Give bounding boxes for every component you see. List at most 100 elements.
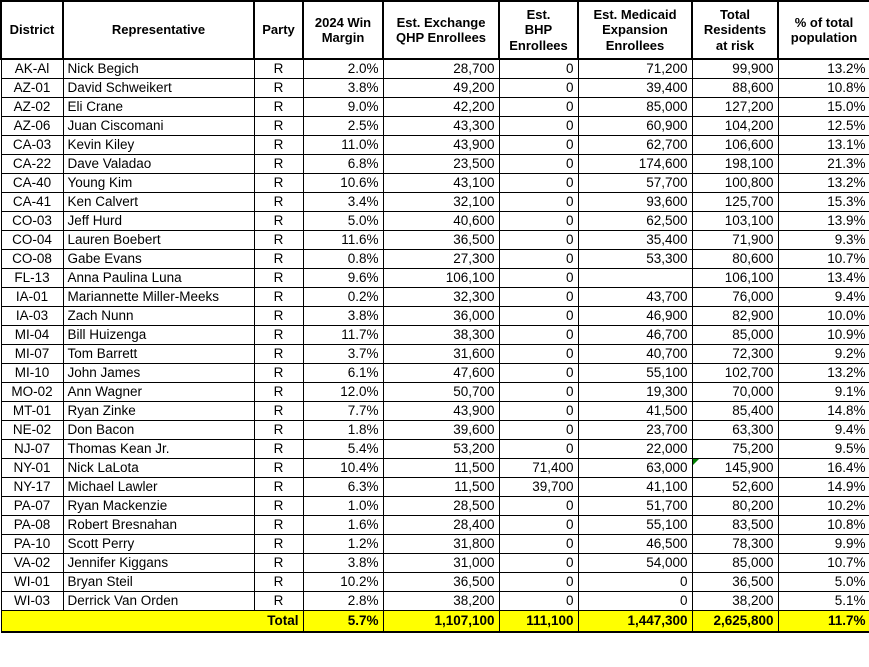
total-cell-win-margin[interactable]: 5.7% (302, 610, 384, 633)
cell-party[interactable]: R (253, 363, 304, 383)
cell-bhp-enrollees[interactable]: 0 (498, 230, 579, 250)
cell-bhp-enrollees[interactable]: 0 (498, 306, 579, 326)
cell-win-margin[interactable]: 10.6% (302, 173, 384, 193)
cell-total-residents-at-risk[interactable]: 103,100 (691, 211, 779, 231)
cell-total-residents-at-risk[interactable]: 82,900 (691, 306, 779, 326)
cell-win-margin[interactable]: 7.7% (302, 401, 384, 421)
cell-medicaid-expansion-enrollees[interactable]: 63,000 (577, 458, 693, 478)
cell-pct-of-total-population[interactable]: 9.4% (777, 287, 869, 307)
cell-representative[interactable]: Lauren Boebert (62, 230, 255, 250)
cell-qhp-enrollees[interactable]: 31,000 (382, 553, 500, 573)
cell-party[interactable]: R (253, 78, 304, 98)
cell-pct-of-total-population[interactable]: 14.9% (777, 477, 869, 497)
cell-representative[interactable]: Mariannette Miller-Meeks (62, 287, 255, 307)
cell-party[interactable]: R (253, 496, 304, 516)
cell-party[interactable]: R (253, 192, 304, 212)
cell-district[interactable]: PA-07 (0, 496, 64, 516)
cell-medicaid-expansion-enrollees[interactable] (577, 268, 693, 288)
cell-district[interactable]: MI-04 (0, 325, 64, 345)
cell-total-residents-at-risk[interactable]: 106,100 (691, 268, 779, 288)
cell-win-margin[interactable]: 3.8% (302, 78, 384, 98)
column-header-qhp-enrollees[interactable]: Est. Exchange QHP Enrollees (382, 0, 500, 60)
cell-win-margin[interactable]: 9.6% (302, 268, 384, 288)
cell-qhp-enrollees[interactable]: 31,600 (382, 344, 500, 364)
cell-pct-of-total-population[interactable]: 9.2% (777, 344, 869, 364)
cell-medicaid-expansion-enrollees[interactable]: 23,700 (577, 420, 693, 440)
cell-representative[interactable]: Scott Perry (62, 534, 255, 554)
cell-qhp-enrollees[interactable]: 43,300 (382, 116, 500, 136)
total-cell-medicaid-expansion-enrollees[interactable]: 1,447,300 (577, 610, 693, 633)
cell-qhp-enrollees[interactable]: 32,300 (382, 287, 500, 307)
cell-qhp-enrollees[interactable]: 11,500 (382, 477, 500, 497)
cell-district[interactable]: CA-03 (0, 135, 64, 155)
cell-party[interactable]: R (253, 420, 304, 440)
cell-pct-of-total-population[interactable]: 15.3% (777, 192, 869, 212)
cell-win-margin[interactable]: 6.1% (302, 363, 384, 383)
cell-bhp-enrollees[interactable]: 0 (498, 572, 579, 592)
cell-pct-of-total-population[interactable]: 13.1% (777, 135, 869, 155)
cell-qhp-enrollees[interactable]: 43,900 (382, 135, 500, 155)
cell-bhp-enrollees[interactable]: 0 (498, 553, 579, 573)
cell-pct-of-total-population[interactable]: 13.2% (777, 363, 869, 383)
cell-pct-of-total-population[interactable]: 9.3% (777, 230, 869, 250)
cell-qhp-enrollees[interactable]: 43,100 (382, 173, 500, 193)
cell-win-margin[interactable]: 3.7% (302, 344, 384, 364)
cell-total-residents-at-risk[interactable]: 52,600 (691, 477, 779, 497)
cell-representative[interactable]: Derrick Van Orden (62, 591, 255, 611)
cell-representative[interactable]: David Schweikert (62, 78, 255, 98)
cell-qhp-enrollees[interactable]: 23,500 (382, 154, 500, 174)
cell-district[interactable]: CO-03 (0, 211, 64, 231)
cell-party[interactable]: R (253, 287, 304, 307)
cell-bhp-enrollees[interactable]: 0 (498, 97, 579, 117)
cell-district[interactable]: FL-13 (0, 268, 64, 288)
cell-district[interactable]: PA-08 (0, 515, 64, 535)
cell-medicaid-expansion-enrollees[interactable]: 40,700 (577, 344, 693, 364)
cell-medicaid-expansion-enrollees[interactable]: 41,100 (577, 477, 693, 497)
cell-pct-of-total-population[interactable]: 10.7% (777, 249, 869, 269)
cell-party[interactable]: R (253, 173, 304, 193)
cell-win-margin[interactable]: 3.8% (302, 306, 384, 326)
cell-qhp-enrollees[interactable]: 43,900 (382, 401, 500, 421)
cell-win-margin[interactable]: 1.8% (302, 420, 384, 440)
cell-win-margin[interactable]: 12.0% (302, 382, 384, 402)
cell-party[interactable]: R (253, 116, 304, 136)
cell-bhp-enrollees[interactable]: 0 (498, 420, 579, 440)
cell-total-residents-at-risk[interactable]: 83,500 (691, 515, 779, 535)
cell-win-margin[interactable]: 2.0% (302, 58, 384, 79)
cell-representative[interactable]: Bryan Steil (62, 572, 255, 592)
cell-bhp-enrollees[interactable]: 0 (498, 534, 579, 554)
cell-win-margin[interactable]: 10.2% (302, 572, 384, 592)
cell-total-residents-at-risk[interactable]: 88,600 (691, 78, 779, 98)
cell-representative[interactable]: Bill Huizenga (62, 325, 255, 345)
column-header-representative[interactable]: Representative (62, 0, 255, 60)
cell-party[interactable]: R (253, 439, 304, 459)
total-cell-pct-of-total-population[interactable]: 11.7% (777, 610, 869, 633)
cell-medicaid-expansion-enrollees[interactable]: 55,100 (577, 515, 693, 535)
cell-district[interactable]: NY-01 (0, 458, 64, 478)
cell-district[interactable]: MI-07 (0, 344, 64, 364)
cell-bhp-enrollees[interactable]: 39,700 (498, 477, 579, 497)
cell-bhp-enrollees[interactable]: 0 (498, 58, 579, 79)
cell-party[interactable]: R (253, 154, 304, 174)
cell-total-residents-at-risk[interactable]: 99,900 (691, 58, 779, 79)
cell-qhp-enrollees[interactable]: 28,400 (382, 515, 500, 535)
cell-party[interactable]: R (253, 325, 304, 345)
cell-medicaid-expansion-enrollees[interactable]: 85,000 (577, 97, 693, 117)
cell-qhp-enrollees[interactable]: 28,700 (382, 58, 500, 79)
cell-total-residents-at-risk[interactable]: 71,900 (691, 230, 779, 250)
cell-win-margin[interactable]: 11.7% (302, 325, 384, 345)
cell-pct-of-total-population[interactable]: 12.5% (777, 116, 869, 136)
cell-representative[interactable]: Thomas Kean Jr. (62, 439, 255, 459)
cell-representative[interactable]: Don Bacon (62, 420, 255, 440)
cell-pct-of-total-population[interactable]: 14.8% (777, 401, 869, 421)
cell-total-residents-at-risk[interactable]: 106,600 (691, 135, 779, 155)
cell-bhp-enrollees[interactable]: 0 (498, 439, 579, 459)
cell-district[interactable]: CA-41 (0, 192, 64, 212)
cell-bhp-enrollees[interactable]: 0 (498, 496, 579, 516)
cell-district[interactable]: AZ-02 (0, 97, 64, 117)
cell-bhp-enrollees[interactable]: 0 (498, 135, 579, 155)
cell-district[interactable]: VA-02 (0, 553, 64, 573)
column-header-bhp-enrollees[interactable]: Est. BHP Enrollees (498, 0, 579, 60)
cell-qhp-enrollees[interactable]: 39,600 (382, 420, 500, 440)
cell-pct-of-total-population[interactable]: 9.4% (777, 420, 869, 440)
